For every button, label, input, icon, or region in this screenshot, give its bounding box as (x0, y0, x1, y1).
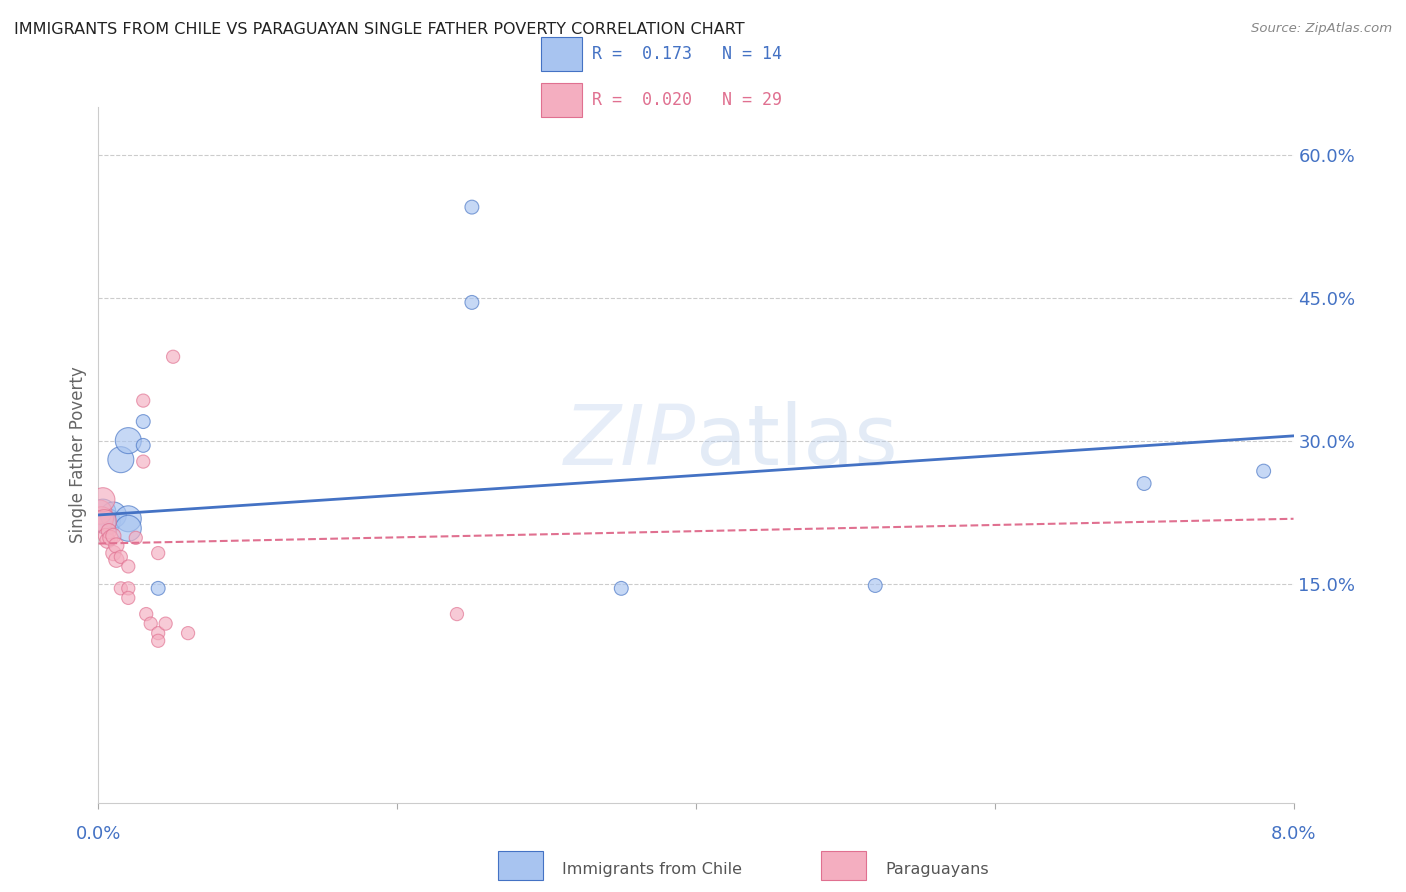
Point (105, 553, 128, 567)
Point (461, 200, 484, 214)
Point (117, 582, 139, 596)
Text: IMMIGRANTS FROM CHILE VS PARAGUAYAN SINGLE FATHER POVERTY CORRELATION CHART: IMMIGRANTS FROM CHILE VS PARAGUAYAN SING… (14, 22, 745, 37)
Point (89, 505, 111, 519)
Point (93, 515, 115, 529)
Point (96, 515, 118, 529)
Text: 0.0%: 0.0% (76, 825, 121, 843)
Text: ZIP: ZIP (564, 401, 696, 482)
Point (132, 393, 155, 408)
Point (148, 633, 170, 648)
Point (117, 512, 139, 526)
Point (91, 492, 114, 507)
Point (110, 452, 132, 467)
Bar (541, 83, 582, 117)
Y-axis label: Single Father Poverty: Single Father Poverty (69, 367, 87, 543)
Point (125, 531, 148, 545)
Text: Immigrants from Chile: Immigrants from Chile (562, 863, 742, 877)
Bar (498, 851, 543, 880)
Point (98, 531, 122, 545)
Point (117, 591, 139, 605)
Point (94, 529, 117, 543)
Point (610, 582, 633, 596)
Point (96, 533, 118, 548)
Point (461, 295, 484, 310)
Point (139, 616, 162, 631)
Bar (541, 37, 582, 71)
Point (105, 539, 128, 553)
Point (177, 626, 200, 640)
Point (148, 546, 170, 560)
Point (446, 607, 468, 621)
Point (1133, 476, 1156, 491)
Text: atlas: atlas (696, 401, 897, 482)
Point (863, 578, 886, 592)
Point (117, 559, 139, 574)
Point (103, 508, 125, 522)
Point (91, 505, 114, 519)
Point (148, 626, 170, 640)
Text: Paraguayans: Paraguayans (886, 863, 990, 877)
Point (110, 582, 132, 596)
Point (103, 529, 125, 543)
Point (97, 524, 120, 538)
Point (132, 415, 155, 429)
Text: R =  0.173   N = 14: R = 0.173 N = 14 (592, 45, 782, 63)
Point (1253, 464, 1275, 478)
Bar (821, 851, 866, 880)
Text: 8.0%: 8.0% (1271, 825, 1316, 843)
Point (117, 521, 139, 535)
Text: R =  0.020   N = 29: R = 0.020 N = 29 (592, 91, 782, 110)
Point (148, 582, 170, 596)
Point (103, 546, 125, 560)
Point (132, 438, 155, 452)
Point (155, 616, 177, 631)
Point (117, 434, 139, 448)
Text: Source: ZipAtlas.com: Source: ZipAtlas.com (1251, 22, 1392, 36)
Point (90, 512, 112, 526)
Point (162, 350, 184, 364)
Point (132, 454, 155, 468)
Point (135, 607, 157, 621)
Point (110, 549, 132, 564)
